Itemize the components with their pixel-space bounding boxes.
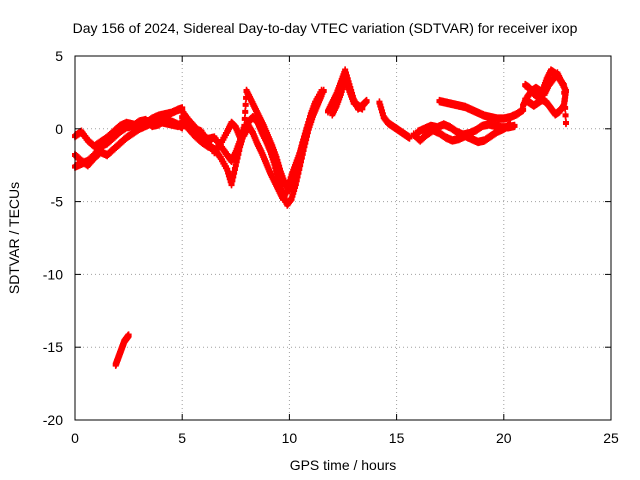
data-point xyxy=(301,135,308,142)
data-series-segment-8 xyxy=(329,75,366,119)
data-point xyxy=(338,89,345,96)
data-series-segment-6 xyxy=(179,86,327,203)
x-axis-label: GPS time / hours xyxy=(290,457,397,473)
data-layer xyxy=(72,66,569,369)
x-tick-label: 15 xyxy=(389,430,405,446)
data-point xyxy=(241,117,248,124)
data-point xyxy=(233,159,240,166)
data-series-segment-3 xyxy=(72,115,186,171)
data-point xyxy=(561,90,568,97)
chart-title: Day 156 of 2024, Sidereal Day-to-day VTE… xyxy=(73,20,578,36)
data-point xyxy=(232,163,239,170)
data-point xyxy=(339,86,346,93)
data-series-segment-12 xyxy=(436,96,527,123)
x-tick-label: 0 xyxy=(71,430,79,446)
data-point xyxy=(298,144,305,151)
data-point xyxy=(228,182,235,189)
data-point xyxy=(285,182,292,189)
grid-layer xyxy=(75,56,611,420)
data-series-segment-11 xyxy=(410,120,514,147)
data-point xyxy=(363,99,370,106)
data-point xyxy=(297,150,304,157)
data-point xyxy=(229,178,236,185)
data-point xyxy=(290,191,297,198)
x-tick-label: 10 xyxy=(282,430,298,446)
data-point xyxy=(320,89,327,96)
data-point xyxy=(289,193,296,200)
y-tick-label: -20 xyxy=(43,412,63,428)
y-tick-label: -15 xyxy=(43,339,63,355)
data-point xyxy=(285,185,292,192)
data-point xyxy=(359,106,366,113)
data-series-segment-9 xyxy=(376,98,413,142)
data-point xyxy=(231,167,238,174)
y-tick-label: 0 xyxy=(55,121,63,137)
data-point xyxy=(562,121,569,128)
data-series-segment-14 xyxy=(522,66,569,128)
data-point xyxy=(561,98,568,105)
data-point xyxy=(300,138,307,145)
x-tick-label: 25 xyxy=(603,430,619,446)
y-axis-label: SDTVAR / TECUs xyxy=(6,182,22,294)
data-point xyxy=(507,122,514,129)
plot-frame xyxy=(74,55,612,421)
data-point xyxy=(287,176,294,183)
y-tick-label: 5 xyxy=(55,48,63,64)
data-point xyxy=(522,97,529,104)
data-point xyxy=(302,132,309,139)
x-tick-label: 20 xyxy=(496,430,512,446)
data-point xyxy=(337,92,344,99)
data-point xyxy=(562,113,569,120)
data-series-segment-15 xyxy=(112,331,132,369)
data-point xyxy=(303,129,310,136)
data-point xyxy=(284,188,291,195)
y-tick-label: -5 xyxy=(51,194,64,210)
x-tick-label: 5 xyxy=(178,430,186,446)
data-point xyxy=(297,147,304,154)
tick-layer: 0 5 10 15 20 25 5 0 -5 -10 -15 -20 xyxy=(43,48,619,446)
y-tick-label: -10 xyxy=(43,266,63,282)
data-point xyxy=(242,103,249,110)
data-point xyxy=(406,135,413,142)
data-point xyxy=(242,110,249,117)
data-point xyxy=(304,124,311,131)
data-point xyxy=(560,83,567,90)
data-point xyxy=(288,196,295,203)
data-point xyxy=(562,106,569,113)
data-point xyxy=(303,127,310,133)
data-point xyxy=(231,170,238,177)
data-point xyxy=(230,174,237,181)
data-point xyxy=(125,333,132,340)
data-point xyxy=(299,141,306,148)
data-point xyxy=(511,124,518,131)
data-point xyxy=(286,179,293,186)
